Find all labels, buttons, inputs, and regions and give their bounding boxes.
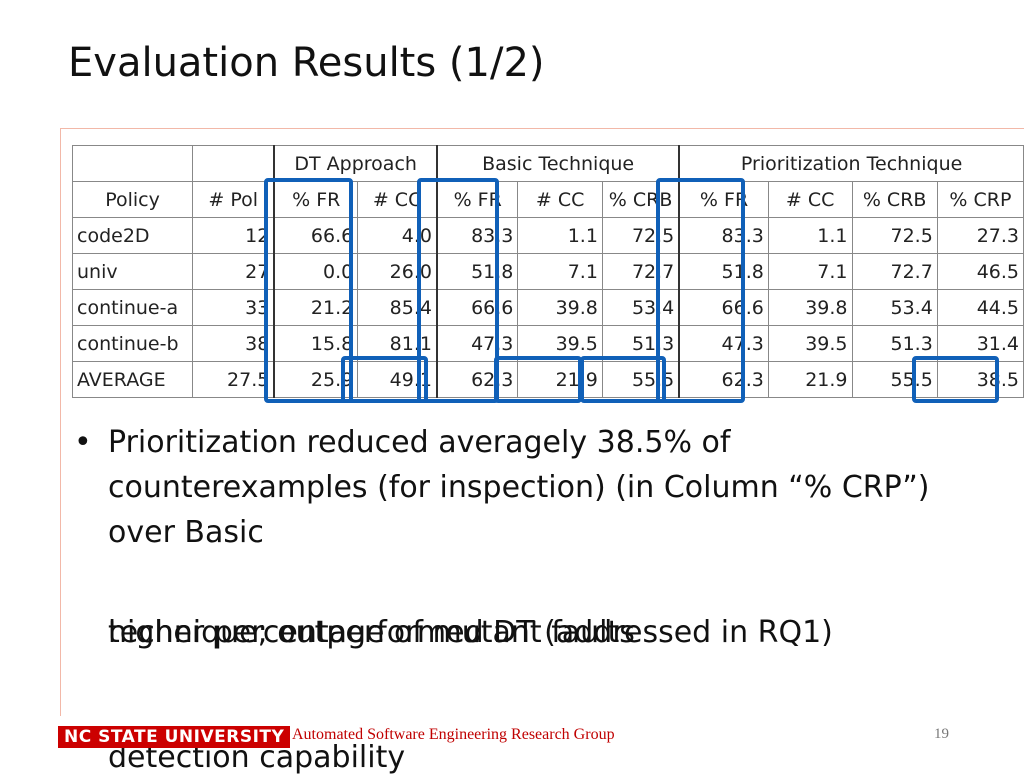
cell: 1.1: [517, 217, 603, 254]
cell: 38.5: [936, 361, 1024, 398]
highlight-box: [580, 356, 666, 403]
frame-line: [60, 128, 61, 716]
column-header: % CRP: [936, 181, 1024, 218]
cell: [192, 145, 275, 182]
cell: 83.3: [435, 217, 519, 254]
bullet-dot: •: [74, 425, 92, 460]
cell: univ: [71, 253, 194, 290]
cell: 7.1: [767, 253, 853, 290]
logo: NC STATE UNIVERSITY: [58, 726, 291, 748]
cell: 4.0: [357, 217, 438, 254]
cell: 62.3: [435, 361, 519, 398]
cell: code2D: [71, 217, 194, 254]
column-header: # Pol: [192, 181, 275, 218]
cell: 26.0: [357, 253, 438, 290]
cell: continue-a: [71, 289, 194, 326]
footer-text: Automated Software Engineering Research …: [292, 726, 615, 743]
cell: 31.4: [936, 325, 1024, 362]
cell: 0.0: [273, 253, 359, 290]
bullet-text: technique; outperformed DT (addressed in…: [108, 615, 833, 650]
cell: 38: [192, 325, 275, 362]
table-row: univ 27 0.0 26.0 51.8 7.1 72.7 51.8 7.1 72.7 46.5: [71, 253, 1024, 290]
frame-line: [60, 128, 1024, 129]
cell: 1.1: [767, 217, 853, 254]
cell: 39.5: [517, 325, 603, 362]
cell: 27.3: [936, 217, 1024, 254]
cell: 72.5: [851, 217, 938, 254]
cell: 39.8: [767, 289, 853, 326]
cell: 72.7: [601, 253, 680, 290]
cell: 66.6: [435, 289, 519, 326]
column-header: # CC: [767, 181, 853, 218]
header-row: Policy # Pol% FR # CC% FR # CC% CRB% FR # CC…: [71, 181, 1024, 218]
cell: 39.8: [517, 289, 603, 326]
cell: 55.5: [851, 361, 938, 398]
column-header: Policy: [71, 181, 194, 218]
cell: 39.5: [767, 325, 853, 362]
cell: continue-b: [71, 325, 194, 362]
cell: 85.4: [357, 289, 438, 326]
cell: 53.4: [851, 289, 938, 326]
table-row: continue-a 33 21.2 85.4 66.6 39.8 53.4 66.6 39.8…: [71, 289, 1024, 326]
group-header: Prioritization Technique: [678, 145, 1024, 182]
column-header: % CRB: [851, 181, 938, 218]
cell: 27.5: [192, 361, 275, 398]
column-header: % FR: [273, 181, 359, 218]
table-row: code2D 12 66.6 4.0 83.3 1.1 72.5 83.3 1.1 72.5 27.…: [71, 217, 1024, 254]
cell: 21.9: [767, 361, 853, 398]
table-row: continue-b 38 15.8 81.1 47.3 39.5 51.3 47.3 39.5…: [71, 325, 1024, 362]
cell: AVERAGE: [71, 361, 194, 398]
cell: 33: [192, 289, 275, 326]
cell: 47.3: [678, 325, 769, 362]
highlight-box: [264, 178, 353, 403]
cell: 51.3: [851, 325, 938, 362]
highlight-box: [341, 356, 428, 403]
cell: 27: [192, 253, 275, 290]
highlight-box: [656, 178, 745, 403]
cell: 44.5: [936, 289, 1024, 326]
cell: 15.8: [273, 325, 359, 362]
highlight-box: [912, 356, 999, 403]
cell: 66.6: [678, 289, 769, 326]
column-header: % FR: [435, 181, 519, 218]
highlight-box: [494, 356, 582, 403]
cell: 21.9: [517, 361, 603, 398]
header-row: DT Approach Basic Technique Prioritization…: [71, 145, 1024, 182]
results-table: DT Approach Basic Technique Prioritization…: [71, 145, 1024, 398]
cell: 12: [192, 217, 275, 254]
cell: 53.4: [601, 289, 680, 326]
highlight-box: [417, 178, 499, 403]
bullet-text: Prioritization reduced averagely 38.5% o…: [108, 425, 930, 550]
page-number: 19: [934, 726, 949, 742]
cell: 46.5: [936, 253, 1024, 290]
cell: 7.1: [517, 253, 603, 290]
column-header: # CC: [357, 181, 438, 218]
cell: 47.3: [435, 325, 519, 362]
title: Evaluation Results (1/2): [68, 40, 545, 86]
cell: 72.7: [851, 253, 938, 290]
cell: [71, 145, 194, 182]
column-header: # CC: [517, 181, 603, 218]
bullet-text: higher percentage of mutant faults: [108, 615, 635, 650]
cell: 62.3: [678, 361, 769, 398]
group-header: DT Approach: [273, 145, 438, 182]
group-header: Basic Technique: [435, 145, 680, 182]
cell: 21.2: [273, 289, 359, 326]
